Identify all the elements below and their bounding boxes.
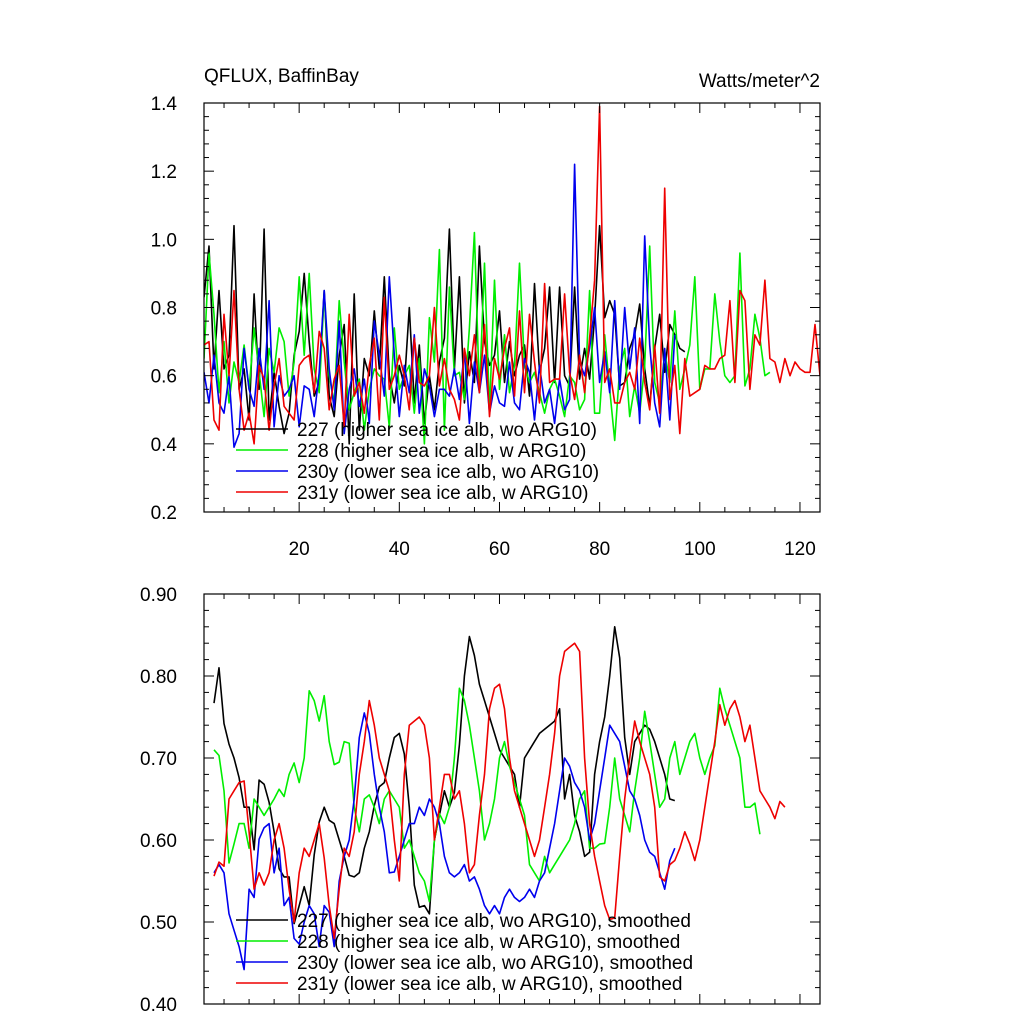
top-title: QFLUX, BaffinBay [204, 66, 359, 87]
legend-label-3: 230y (lower sea ice alb, wo ARG10), smoo… [297, 953, 693, 974]
legend-label-2: 228 (higher sea ice alb, w ARG10), smoot… [297, 932, 680, 953]
legend: 227 (higher sea ice alb, wo ARG10)228 (h… [236, 420, 599, 504]
x-tick-label: 120 [784, 539, 816, 560]
bottom-panel: 0.40 0.50 0.60 0.70 0.80 0.90 227 (higher sea … [140, 585, 821, 1016]
legend-label-3: 230y (lower sea ice alb, wo ARG10) [297, 462, 599, 483]
y-tick-label: 1.4 [151, 94, 178, 115]
series-line-4 [213, 642, 786, 940]
x-tick-label: 80 [589, 539, 610, 560]
y-tick-label: 0.2 [151, 503, 177, 524]
y-tick-label: 0.8 [151, 299, 177, 320]
legend-label-4: 231y (lower sea ice alb, w ARG10), smoot… [297, 974, 682, 995]
x-tick-label: 100 [684, 539, 716, 560]
legend: 227 (higher sea ice alb, wo ARG10), smoo… [236, 911, 693, 995]
y-tick-label: 0.70 [140, 749, 177, 770]
x-tick-label: 20 [289, 539, 310, 560]
plot-frame [203, 593, 821, 1005]
tick-marks [204, 593, 820, 1005]
tick-marks [204, 102, 820, 513]
y-tick-label: 0.50 [140, 913, 177, 934]
y-tick-label: 1.2 [151, 162, 177, 183]
y-tick-label: 0.90 [140, 585, 177, 606]
y-tick-label: 0.6 [151, 367, 177, 388]
y-tick-label: 0.80 [140, 667, 177, 688]
top-panel: QFLUX, BaffinBay Watts/meter^2 0.2 0.4 0.6… [151, 66, 821, 560]
y-tick-label: 1.0 [151, 230, 177, 251]
y-tick-label: 0.60 [140, 831, 177, 852]
series-line-2 [213, 687, 761, 903]
series-line-4 [204, 105, 820, 445]
series-group [213, 625, 786, 971]
y-tick-label: 0.40 [140, 995, 177, 1016]
legend-label-4: 231y (lower sea ice alb, w ARG10) [297, 483, 588, 504]
x-tick-label: 40 [389, 539, 410, 560]
legend-label-1: 227 (higher sea ice alb, wo ARG10), smoo… [297, 911, 691, 932]
top-units-label: Watts/meter^2 [699, 71, 820, 92]
series-line-1 [204, 224, 686, 445]
series-line-1 [213, 625, 676, 925]
series-group [204, 105, 820, 449]
legend-label-2: 228 (higher sea ice alb, w ARG10) [297, 441, 586, 462]
legend-label-1: 227 (higher sea ice alb, wo ARG10) [297, 420, 597, 441]
x-tick-label: 60 [489, 539, 510, 560]
series-line-2 [204, 231, 771, 445]
y-tick-label: 0.4 [151, 435, 178, 456]
series-line-3 [213, 712, 676, 971]
